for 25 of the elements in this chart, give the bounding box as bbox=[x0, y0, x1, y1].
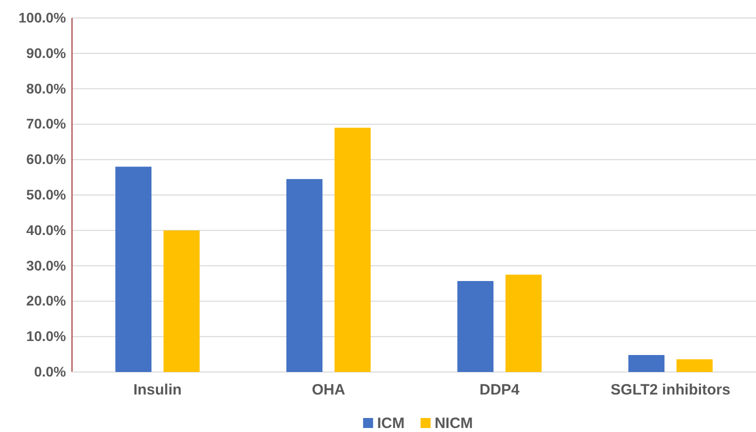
y-tick-label: 90.0% bbox=[26, 44, 67, 61]
y-tick-label: 80.0% bbox=[26, 80, 67, 96]
bar bbox=[628, 355, 664, 372]
x-tick-label: SGLT2 inhibitors bbox=[610, 382, 730, 399]
y-tick-label: 50.0% bbox=[26, 186, 67, 202]
legend-label: NICM bbox=[434, 415, 473, 432]
x-tick-label: OHA bbox=[312, 382, 346, 399]
bar bbox=[457, 281, 494, 372]
bar bbox=[334, 128, 371, 372]
y-tick-label: 100.0% bbox=[18, 9, 67, 26]
bar bbox=[506, 274, 542, 372]
bar bbox=[115, 166, 152, 372]
y-tick-label: 0.0% bbox=[34, 363, 67, 380]
y-tick-label: 30.0% bbox=[26, 257, 67, 274]
y-tick-label: 10.0% bbox=[26, 328, 67, 344]
y-tick-label: 70.0% bbox=[26, 116, 67, 132]
bar bbox=[164, 230, 200, 372]
bar bbox=[286, 179, 322, 372]
x-tick-label: Insulin bbox=[133, 382, 182, 399]
legend-label: ICM bbox=[377, 415, 405, 432]
y-tick-label: 40.0% bbox=[26, 222, 67, 238]
y-tick-label: 20.0% bbox=[26, 292, 67, 309]
x-tick-label: DDP4 bbox=[479, 382, 520, 399]
y-tick-label: 60.0% bbox=[26, 151, 67, 168]
bar bbox=[676, 359, 713, 372]
